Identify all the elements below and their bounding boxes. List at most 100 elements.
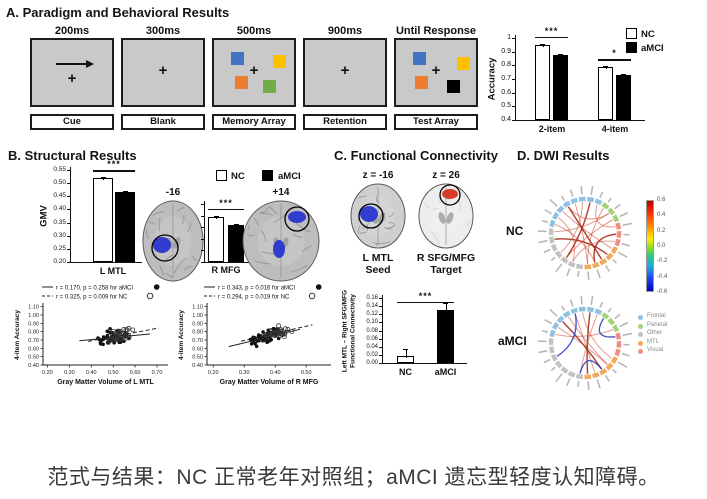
paradigm-sequence: 200ms + Cue 300ms + Blank 500ms + Memory Array 90… xyxy=(0,0,480,140)
dwi-legend-label: Visual xyxy=(647,347,664,353)
dwi-colorbar xyxy=(646,200,654,292)
colored-square xyxy=(263,80,276,93)
y-tick-label: 0.7 xyxy=(501,75,511,82)
svg-text:0.50: 0.50 xyxy=(28,355,39,361)
category-label: NC xyxy=(399,367,412,377)
dwi-colorbar-ticks: 0.6 0.4 0.2 0.0 -0.2 -0.4 -0.6 xyxy=(657,197,681,296)
colored-square xyxy=(231,52,244,65)
fixation-cross: + xyxy=(158,62,168,79)
svg-text:4-item Accuracy: 4-item Accuracy xyxy=(14,310,21,360)
dwi-legend-label: MTL xyxy=(647,338,659,345)
gmv-bar-chart: GMV 0.55 0.50 0.45 0.40 0.35 0.30 0.25 0.20 L MTL… xyxy=(36,159,151,280)
legend-label-nc: NC xyxy=(641,29,655,40)
bar-nc xyxy=(208,216,224,262)
dwi-legend-item: Visual xyxy=(638,347,698,356)
svg-text:0.70: 0.70 xyxy=(192,338,203,344)
svg-text:0.60: 0.60 xyxy=(130,370,141,376)
y-tick-label: 0.55 xyxy=(53,166,66,173)
dwi-legend-item: Other xyxy=(638,330,698,339)
bar-amci xyxy=(616,74,631,120)
y-tick-label: 0.10 xyxy=(366,319,378,326)
y-tick-label: 0.5 xyxy=(501,102,511,110)
y-tick-label: 0.9 xyxy=(501,47,511,55)
svg-text:1.10: 1.10 xyxy=(28,305,39,311)
svg-text:1.00: 1.00 xyxy=(192,313,203,319)
category-label: aMCI xyxy=(434,367,457,377)
y-tick-label: 0.02 xyxy=(366,351,378,358)
brain-slice-label-z26: z = 26 xyxy=(432,170,460,181)
colorbar-tick-label: 0.0 xyxy=(657,242,666,249)
svg-text:0.80: 0.80 xyxy=(28,330,39,336)
category-label: 4-item xyxy=(601,124,629,134)
legend-swatch-amci xyxy=(626,42,637,53)
panel-c-title: C. Functional Connectivity xyxy=(334,148,498,163)
bar-nc xyxy=(598,67,613,120)
stimulus-label: Memory Array xyxy=(212,114,296,130)
svg-text:0.90: 0.90 xyxy=(28,321,39,327)
stimulus-time: 900ms xyxy=(327,25,363,37)
colored-square xyxy=(415,76,428,89)
y-tick-label: 0.16 xyxy=(366,295,378,301)
legend-swatch-amci xyxy=(262,170,273,181)
svg-text:r = 0.170, p = 0.258 for aMCI: r = 0.170, p = 0.258 for aMCI xyxy=(56,286,133,292)
figure-caption: 范式与结果：NC 正常老年对照组；aMCI 遗忘型轻度认知障碍。 xyxy=(47,466,660,489)
dwi-legend: Frontal Parietal Other MTL Visual xyxy=(638,313,698,362)
svg-text:Gray Matter Volume of L MTL: Gray Matter Volume of L MTL xyxy=(57,379,154,386)
brain-seed: z = -16 L MTL Seed xyxy=(342,170,414,278)
stimulus-time: 500ms xyxy=(236,25,272,37)
svg-text:0.60: 0.60 xyxy=(28,346,39,352)
svg-text:0.90: 0.90 xyxy=(192,321,203,327)
colorbar-tick-label: -0.4 xyxy=(657,273,668,280)
seed-caption-line2: Seed xyxy=(365,264,391,276)
colorbar-tick-label: 0.4 xyxy=(657,212,666,219)
brain-mri-image xyxy=(349,182,407,255)
colored-square xyxy=(273,55,286,68)
stimulus-screen-test-array: + xyxy=(394,38,478,107)
svg-text:0.40: 0.40 xyxy=(192,363,203,369)
dwi-legend-item: Frontal xyxy=(638,313,698,322)
legend-label-amci: aMCI xyxy=(278,171,301,182)
svg-text:0.80: 0.80 xyxy=(192,330,203,336)
svg-text:0.40: 0.40 xyxy=(86,370,97,376)
colorbar-tick-label: 0.2 xyxy=(657,227,666,234)
bar-nc xyxy=(93,178,113,262)
svg-text:0.20: 0.20 xyxy=(208,370,219,376)
legend-b: NC aMCI xyxy=(216,170,326,184)
mtl-dot xyxy=(638,340,643,346)
svg-text:4-item Accuracy: 4-item Accuracy xyxy=(178,310,185,360)
brain-slice-label-plus14: +14 xyxy=(272,187,290,198)
dwi-legend-item: Parietal xyxy=(638,321,698,331)
seed-caption-line1: L MTL xyxy=(362,252,394,264)
behavioral-accuracy-chart: Accuracy 1 0.9 0.8 0.7 0.6 0.5 0.4 2-item *** 4-it… xyxy=(486,18,706,140)
dwi-legend-label: Other xyxy=(647,330,663,336)
y-tick-label: 0.6 xyxy=(501,88,511,96)
y-tick-label: 0.25 xyxy=(53,244,66,252)
significance: *** xyxy=(544,25,559,36)
y-tick-label: 0.12 xyxy=(366,311,378,318)
y-tick-label: 1 xyxy=(507,34,511,41)
dwi-connectome-nc xyxy=(535,183,634,283)
bar-amci xyxy=(553,55,568,120)
significance: * xyxy=(612,48,617,59)
dwi-legend-label: Parietal xyxy=(647,321,668,328)
colorbar-tick-label: -0.6 xyxy=(657,288,668,295)
brain-slice-label-z-16: z = -16 xyxy=(362,170,394,181)
y-tick-label: 0.30 xyxy=(53,231,66,239)
other-dot xyxy=(638,332,643,337)
y-tick-label: 0.04 xyxy=(366,343,378,350)
stimulus-screen-retention: + xyxy=(303,38,387,107)
brain-mri-image xyxy=(417,182,475,255)
stimulus-screen-memory-array: + xyxy=(212,38,296,107)
dwi-legend-label: Frontal xyxy=(647,313,666,319)
svg-text:0.40: 0.40 xyxy=(28,363,39,369)
y-tick-label: 0.50 xyxy=(53,179,66,187)
svg-text:0.50: 0.50 xyxy=(108,370,119,376)
svg-text:0.40: 0.40 xyxy=(270,370,281,376)
y-tick-label: 0.06 xyxy=(366,335,378,342)
brain-target: z = 26 R SFG/MFG Target xyxy=(410,170,482,278)
y-tick-label: 0.00 xyxy=(366,360,378,366)
colored-square xyxy=(413,52,426,65)
stimulus-time: Until Response xyxy=(395,25,477,37)
stimulus-screen-cue: + xyxy=(30,38,114,107)
